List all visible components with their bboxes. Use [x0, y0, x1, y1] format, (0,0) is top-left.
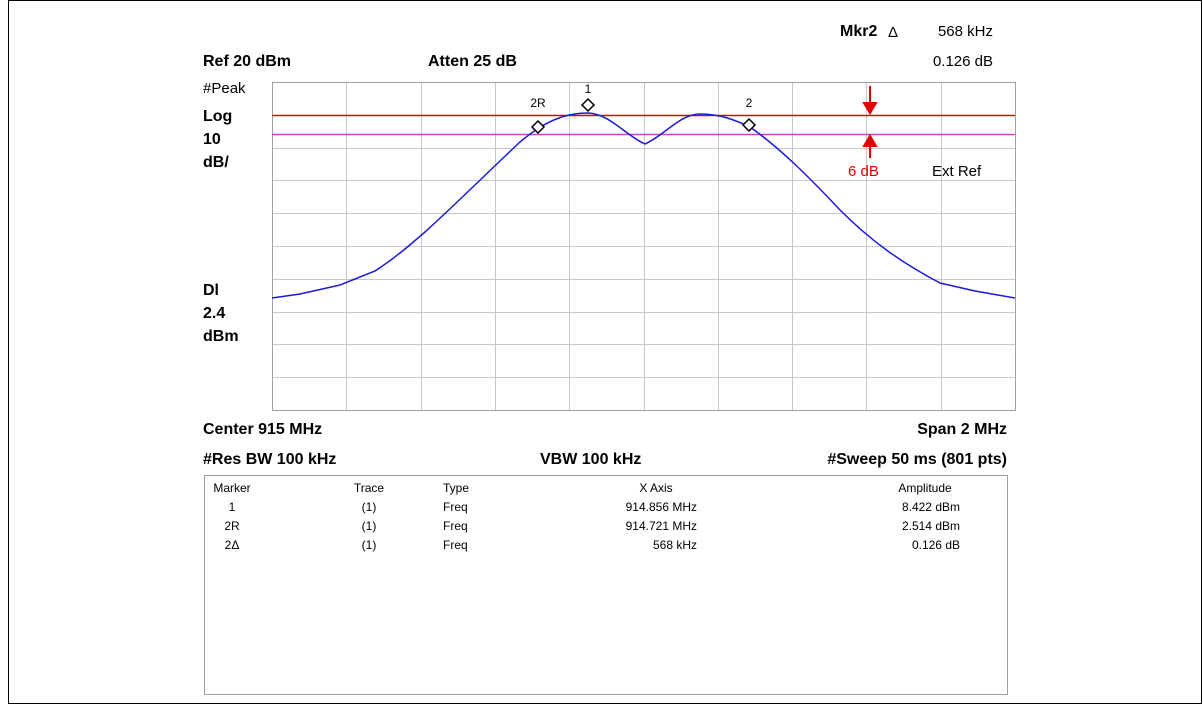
table-cell: (1)	[362, 538, 377, 552]
display-line: Dl	[203, 282, 219, 299]
table-cell: 568 kHz	[653, 538, 697, 552]
table-header: Amplitude	[898, 481, 952, 495]
marker-diamond	[530, 119, 546, 135]
marker-diamond	[580, 97, 596, 113]
ref-level: Ref 20 dBm	[203, 53, 291, 70]
table-cell: (1)	[362, 500, 377, 514]
arrow-head	[862, 134, 878, 147]
sweep: #Sweep 50 ms (801 pts)	[827, 451, 1007, 468]
display-line-value: 2.4	[203, 305, 225, 322]
arrow-head	[862, 102, 878, 115]
table-cell: 0.126 dB	[912, 538, 960, 552]
scale-unit: dB/	[203, 154, 229, 171]
attenuation: Atten 25 dB	[428, 53, 517, 70]
table-cell: (1)	[362, 519, 377, 533]
table-cell: 8.422 dBm	[902, 500, 960, 514]
table-header: X Axis	[639, 481, 672, 495]
table-cell: 1	[229, 500, 236, 514]
marker-value: 568 kHz	[938, 23, 993, 40]
plot-border	[272, 82, 1016, 411]
table-header: Trace	[354, 481, 385, 495]
table-header: Marker	[213, 481, 250, 495]
trace	[271, 112, 1016, 299]
offset-label: 6 dB	[848, 163, 879, 180]
table-cell: 2Δ	[225, 538, 240, 552]
table-cell: Freq	[443, 538, 468, 552]
table-cell: 2.514 dBm	[902, 519, 960, 533]
table-cell: Freq	[443, 500, 468, 514]
marker-table-cells: Marker Trace Type X Axis Amplitude 1 (1) Freq 91…	[213, 481, 960, 552]
table-cell: Freq	[443, 519, 468, 533]
marker-diamond	[741, 117, 757, 133]
display-line-unit: dBm	[203, 328, 239, 345]
marker-tag: 2R	[530, 96, 546, 110]
marker-table	[204, 475, 1008, 695]
marker-label: Mkr2	[840, 23, 877, 40]
table-cell: 914.721 MHz	[626, 519, 697, 533]
table-cell: 914.856 MHz	[626, 500, 697, 514]
table-header: Type	[443, 481, 469, 495]
span: Span 2 MHz	[917, 421, 1007, 438]
res-bw: #Res BW 100 kHz	[203, 451, 336, 468]
marker-tag: 2	[746, 96, 753, 110]
vbw: VBW 100 kHz	[540, 451, 641, 468]
scale-value: 10	[203, 131, 221, 148]
center-freq: Center 915 MHz	[203, 421, 322, 438]
ext-ref: Ext Ref	[932, 163, 982, 180]
scale-type: Log	[203, 108, 232, 125]
table-cell: 2R	[224, 519, 240, 533]
detector: #Peak	[203, 80, 246, 97]
marker-amplitude: 0.126 dB	[933, 53, 993, 70]
marker-tag: 1	[585, 82, 592, 96]
marker-delta: Δ	[888, 24, 898, 41]
